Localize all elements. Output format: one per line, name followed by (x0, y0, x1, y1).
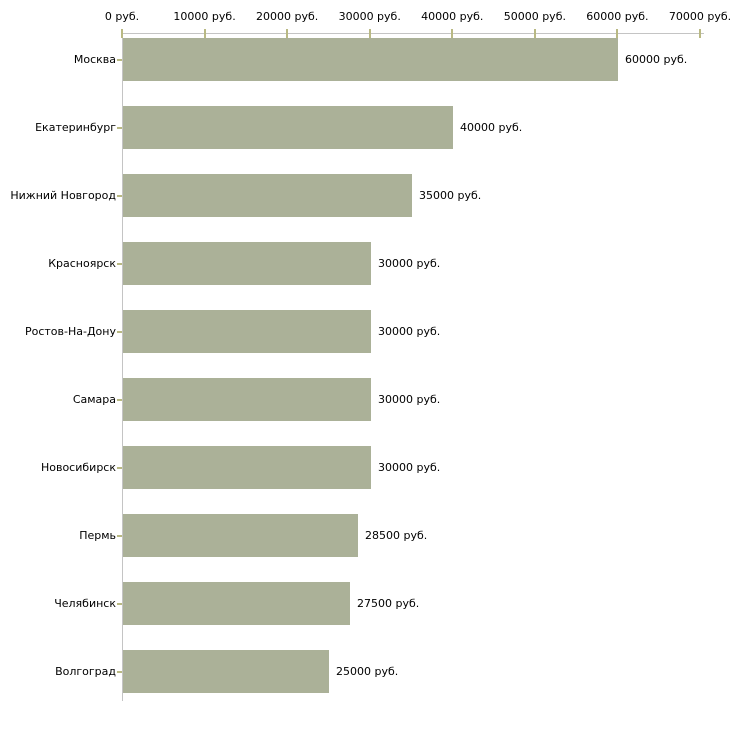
value-label: 60000 руб. (625, 53, 688, 66)
bar (123, 38, 618, 81)
y-axis-tick (117, 399, 122, 401)
y-axis-line (122, 33, 123, 701)
x-axis-tick (203, 29, 206, 38)
category-label: Красноярск (48, 257, 116, 270)
y-axis-tick (117, 127, 122, 129)
bar (123, 310, 371, 353)
value-label: 30000 руб. (378, 325, 441, 338)
category-label: Москва (73, 53, 116, 66)
category-label: Волгоград (55, 665, 116, 678)
category-label: Ростов-На-Дону (24, 325, 116, 338)
x-axis-tick (286, 29, 289, 38)
value-label: 30000 руб. (378, 257, 441, 270)
category-label: Пермь (79, 529, 116, 542)
category-label: Самара (72, 393, 116, 406)
bar (123, 106, 453, 149)
y-axis-tick (117, 603, 122, 605)
value-label: 25000 руб. (336, 665, 399, 678)
value-label: 30000 руб. (378, 393, 441, 406)
y-axis-tick (117, 467, 122, 469)
category-label: Нижний Новгород (10, 189, 116, 202)
x-axis-tick (699, 29, 701, 38)
category-label: Челябинск (54, 597, 116, 610)
x-axis-tick (533, 29, 536, 38)
x-axis-tick-label: 20000 руб. (256, 10, 319, 23)
x-axis-line (122, 33, 704, 34)
x-axis-tick (121, 29, 123, 38)
x-axis-tick-label: 40000 руб. (421, 10, 484, 23)
y-axis-tick (117, 535, 122, 537)
x-axis-tick (616, 29, 619, 38)
x-axis-tick-label: 30000 руб. (338, 10, 401, 23)
x-axis-tick-label: 10000 руб. (173, 10, 236, 23)
value-label: 30000 руб. (378, 461, 441, 474)
x-axis-tick (368, 29, 371, 38)
bar (123, 378, 371, 421)
y-axis-tick (117, 195, 122, 197)
y-axis-tick (117, 331, 122, 333)
x-axis-tick-label: 60000 руб. (586, 10, 649, 23)
value-label: 35000 руб. (419, 189, 482, 202)
value-label: 40000 руб. (460, 121, 523, 134)
bar (123, 174, 412, 217)
x-axis-tick-label: 70000 руб. (668, 10, 730, 23)
bar (123, 514, 358, 557)
y-axis-tick (117, 671, 122, 673)
y-axis-tick (117, 263, 122, 265)
bar (123, 650, 329, 693)
value-label: 28500 руб. (365, 529, 428, 542)
y-axis-tick (117, 59, 122, 61)
x-axis-tick-label: 50000 руб. (503, 10, 566, 23)
bar (123, 446, 371, 489)
bar (123, 582, 350, 625)
bar (123, 242, 371, 285)
category-label: Екатеринбург (35, 121, 116, 134)
x-axis-tick (451, 29, 454, 38)
x-axis-tick-label: 0 руб. (104, 10, 140, 23)
category-label: Новосибирск (40, 461, 116, 474)
value-label: 27500 руб. (357, 597, 420, 610)
